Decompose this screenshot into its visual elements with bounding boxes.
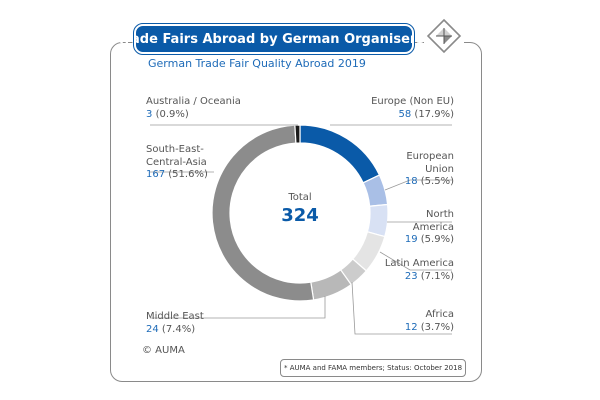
label-north-america-percent: (5.9%) xyxy=(420,234,454,245)
label-europe-non-eu-value: 58 xyxy=(398,108,412,120)
label-middle-east-value: 24 xyxy=(146,323,159,335)
donut-slice-europe-non-eu xyxy=(299,124,381,184)
label-africa-value: 12 xyxy=(404,321,418,333)
total-value: 324 xyxy=(281,205,319,226)
label-africa-name: Africa xyxy=(425,309,454,320)
label-europe-non-eu-percent: (17.9%) xyxy=(414,108,454,120)
label-north-america-value: 19 xyxy=(404,234,418,245)
label-latin-america-name: Latin America xyxy=(384,258,454,269)
label-european-union: European Union 18 (5.5%) xyxy=(405,151,454,189)
leader-european-union xyxy=(384,179,452,191)
label-european-union-name-1: European xyxy=(406,151,454,162)
label-australia-oceania: Australia / Oceania 3 (0.9%) xyxy=(146,96,241,121)
leader-middle-east xyxy=(150,296,326,319)
label-south-east-central-asia-percent: (51.6%) xyxy=(168,169,208,180)
donut-slice-australia-oceania xyxy=(294,124,301,144)
label-latin-america: Latin America 23 (7.1%) xyxy=(385,258,454,283)
label-south-east-central-asia-name-1: South-East- xyxy=(146,144,204,155)
donut-slices xyxy=(211,124,389,302)
chart-subtitle: German Trade Fair Quality Abroad 2019 xyxy=(148,57,366,70)
label-australia-oceania-value: 3 xyxy=(146,108,153,120)
label-european-union-name-2: Union xyxy=(425,163,454,175)
label-middle-east: Middle East 24 (7.4%) xyxy=(146,311,204,336)
label-north-america-name-2: America xyxy=(412,221,454,233)
label-europe-non-eu-name: Europe (Non EU) xyxy=(371,96,454,107)
label-south-east-central-asia: South-East- Central-Asia 167 (51.6%) xyxy=(146,144,208,182)
label-europe-non-eu: Europe (Non EU) 58 (17.9%) xyxy=(371,96,454,121)
total-label: Total xyxy=(288,192,312,203)
leader-africa xyxy=(351,281,452,335)
leader-lines xyxy=(150,124,452,335)
auma-logo-icon xyxy=(424,16,464,56)
label-european-union-value: 18 xyxy=(404,176,418,187)
donut-slice-north-america xyxy=(366,203,389,238)
label-latin-america-percent: (7.1%) xyxy=(420,270,454,282)
label-european-union-percent: (5.5%) xyxy=(420,176,454,187)
label-africa: Africa 12 (3.7%) xyxy=(405,309,454,334)
label-south-east-central-asia-name-2: Central-Asia xyxy=(146,156,207,168)
label-latin-america-value: 23 xyxy=(404,270,418,282)
leader-latin-america xyxy=(379,251,452,271)
footnote: * AUMA and FAMA members; Status: October… xyxy=(280,359,466,377)
label-north-america: North America 19 (5.9%) xyxy=(405,209,454,247)
label-north-america-name-1: North xyxy=(426,209,454,220)
label-middle-east-percent: (7.4%) xyxy=(161,323,196,335)
label-australia-oceania-name: Australia / Oceania xyxy=(146,96,241,107)
label-africa-percent: (3.7%) xyxy=(420,321,454,333)
chart-title: Trade Fairs Abroad by German Organisers* xyxy=(117,23,431,55)
label-middle-east-name: Middle East xyxy=(146,311,204,322)
copyright-text: © AUMA xyxy=(142,345,185,356)
label-australia-oceania-percent: (0.9%) xyxy=(155,108,189,120)
label-south-east-central-asia-value: 167 xyxy=(146,169,166,180)
